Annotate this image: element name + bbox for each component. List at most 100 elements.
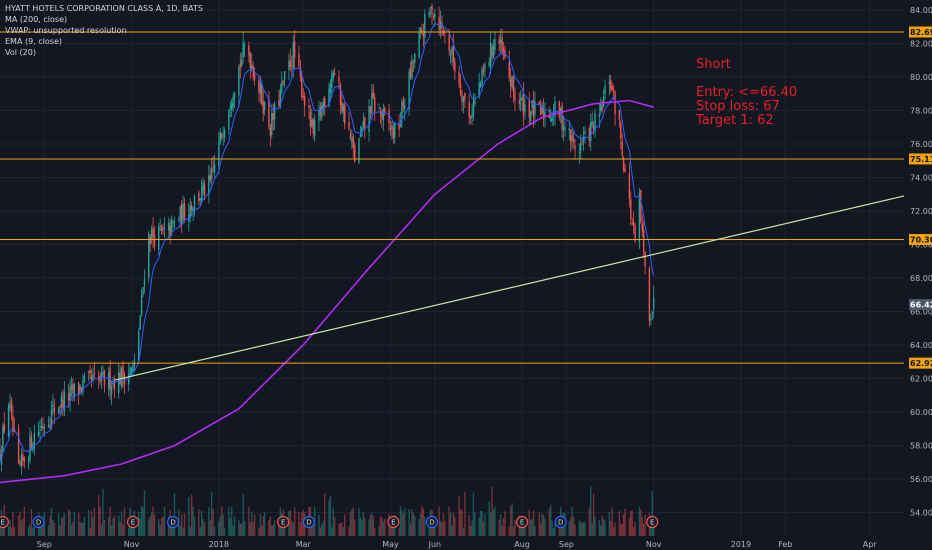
x-tick-label: May [382, 540, 399, 549]
volume-bar [301, 512, 303, 536]
volume-bar [243, 521, 246, 536]
candle-body [118, 372, 120, 394]
volume-bar [451, 525, 453, 536]
candle-body [562, 125, 565, 131]
candle-body [362, 120, 365, 128]
volume-bar [491, 486, 493, 536]
volume-bar [233, 516, 236, 536]
candle-body [243, 45, 246, 47]
candle-body [289, 60, 292, 67]
candle-body [22, 454, 24, 460]
volume-bar [160, 517, 163, 536]
candle-body [511, 75, 513, 88]
candle-body [522, 92, 525, 116]
candle-body [574, 145, 576, 150]
event-marker-label: D [558, 519, 563, 527]
volume-bar [608, 512, 611, 536]
candle-body [372, 89, 375, 98]
volume-bar [69, 511, 71, 536]
x-tick-label: Aug [514, 540, 530, 549]
candle-body [313, 120, 316, 137]
legend-vwap[interactable]: VWAP: unsupported resolution [5, 26, 127, 35]
candle-body [70, 385, 73, 390]
volume-bar [90, 510, 93, 536]
legend-symbol[interactable]: HYATT HOTELS CORPORATION CLASS A, 1D, BA… [5, 4, 203, 13]
y-tick-label: 68.00 [910, 274, 932, 283]
candle-body [354, 144, 356, 162]
volume-bar [39, 520, 41, 536]
volume-bar [544, 518, 546, 536]
candle-body [608, 81, 611, 84]
candle-body [248, 45, 250, 56]
legend-vol[interactable]: Vol (20) [5, 48, 36, 57]
candle-body [223, 130, 226, 138]
volume-bar [419, 513, 422, 536]
volume-bar [49, 515, 51, 536]
volume-bar [621, 523, 623, 536]
candle-body [642, 229, 645, 252]
candle-body [19, 462, 21, 465]
candle-body [213, 164, 216, 173]
volume-bar [554, 522, 556, 536]
trendline [114, 195, 905, 381]
volume-bar [119, 521, 121, 536]
volume-bar [462, 527, 465, 536]
volume-bar [344, 514, 346, 536]
volume-bar [213, 526, 216, 536]
event-marker-label: D [306, 519, 311, 527]
volume-bar [650, 523, 652, 536]
volume-bar [601, 515, 603, 536]
volume-bar [652, 522, 655, 536]
x-tick-label: Apr [863, 540, 878, 549]
candle-body [258, 79, 260, 92]
volume-bar [248, 507, 250, 536]
candle-body [541, 104, 543, 114]
candle-body [448, 35, 450, 51]
candle-body [9, 404, 11, 408]
candle-body [521, 96, 523, 101]
candle-body [618, 110, 621, 121]
candle-body [27, 457, 30, 462]
candle-body [622, 159, 625, 171]
candle-body [634, 226, 636, 242]
volume-bar [442, 513, 445, 536]
volume-bar [82, 522, 84, 536]
legend-ema[interactable]: EMA (9, close) [5, 37, 62, 46]
volume-bar [328, 500, 330, 536]
volume-bar [632, 527, 635, 536]
candle-body [458, 72, 460, 84]
volume-bar [259, 513, 262, 536]
y-tick-label: 60.00 [910, 408, 932, 417]
volume-bar [448, 506, 450, 536]
candle-body [149, 237, 151, 245]
candle-body [238, 67, 240, 96]
volume-bar [258, 527, 260, 536]
candle-body [73, 384, 76, 398]
candle-body [412, 62, 415, 64]
trade-annotation[interactable]: Short Entry: <=66.40 Stop loss: 67 Targe… [696, 58, 797, 128]
candle-body [160, 225, 163, 232]
volume-bar [249, 522, 252, 536]
volume-bar [482, 521, 485, 536]
candle-body [468, 102, 470, 117]
x-tick-label: Nov [124, 540, 140, 549]
volume-bar [289, 510, 292, 536]
volume-bar [102, 488, 104, 536]
legend-ma[interactable]: MA (200, close) [5, 15, 68, 24]
volume-bar [498, 520, 500, 536]
candle-body [571, 135, 573, 140]
volume-bar [222, 514, 224, 536]
candle-body [163, 228, 166, 229]
volume-bar [528, 509, 530, 536]
volume-bar [143, 490, 146, 536]
volume-bar [468, 515, 470, 536]
candle-body [388, 109, 390, 124]
volume-bar [549, 504, 552, 536]
ma200-line [0, 99, 654, 484]
candle-body [170, 219, 173, 233]
volume-bar [612, 527, 615, 536]
candle-body [434, 13, 436, 18]
volume-bar [634, 521, 636, 536]
candle-body [648, 268, 651, 321]
